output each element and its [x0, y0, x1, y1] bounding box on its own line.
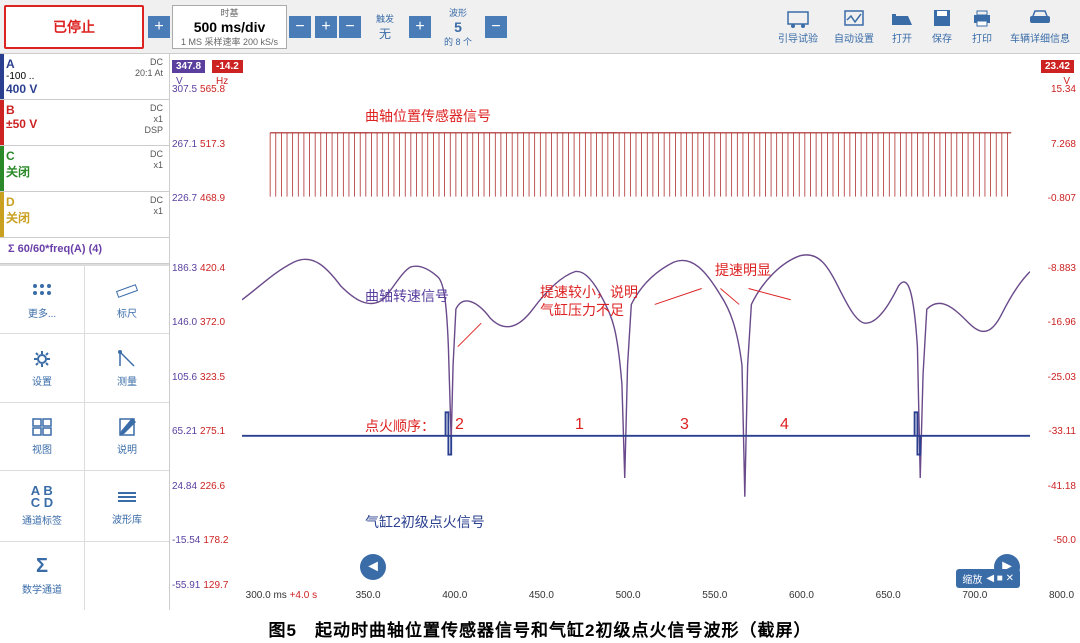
waveform-display[interactable]: 347.8 -14.2 V Hz 23.42 V 307.5565.8267.1… — [170, 54, 1080, 610]
labels-button[interactable]: A BC D通道标签 — [0, 471, 84, 540]
channel-c[interactable]: CDCx1 关闭 — [0, 146, 169, 192]
timebase-display[interactable]: 时基 500 ms/div 1 MS 采样速率 200 kS/s — [172, 5, 287, 49]
nav-prev-button[interactable]: ◄ — [360, 554, 386, 580]
open-button[interactable]: 打开 — [884, 6, 920, 47]
figure-caption: 图5 起动时曲轴位置传感器信号和气缸2初级点火信号波形（截屏） — [0, 610, 1080, 643]
buffer-plus[interactable]: + — [409, 16, 431, 38]
timebase-minus[interactable]: − — [289, 16, 311, 38]
zoom-minus[interactable]: − — [339, 16, 361, 38]
stop-button[interactable]: 已停止 — [4, 5, 144, 49]
marker-voltage[interactable]: 347.8 — [172, 60, 205, 73]
buffer-display[interactable]: 波形 5 的 8 个 — [433, 6, 483, 48]
waveform-svg — [242, 84, 1030, 553]
math-channel[interactable]: Σ 60/60*freq(A) (4) — [0, 238, 169, 264]
timebase-plus[interactable]: + — [148, 16, 170, 38]
vehicle-info-button[interactable]: 车辆详细信息 — [1004, 6, 1076, 47]
auto-setup-button[interactable]: 自动设置 — [828, 6, 880, 47]
math-button[interactable]: Σ数学通道 — [0, 542, 84, 610]
notes-button[interactable]: 说明 — [85, 403, 169, 470]
settings-button[interactable]: 设置 — [0, 334, 84, 401]
ruler-button[interactable]: 标尺 — [85, 266, 169, 333]
channel-b[interactable]: BDCx1DSP ±50 V — [0, 100, 169, 146]
library-button[interactable]: 波形库 — [85, 471, 169, 540]
save-button[interactable]: 保存 — [924, 6, 960, 47]
y-axis-right: 15.347.268-0.807-8.883-16.96-25.03-33.11… — [1036, 84, 1076, 580]
guided-test-button[interactable]: 引导试验 — [772, 6, 824, 47]
trigger-display[interactable]: 触发无 — [365, 12, 405, 42]
channel-a[interactable]: ADC20:1 At -100 ..400 V — [0, 54, 169, 100]
more-button[interactable]: 更多... — [0, 266, 84, 333]
zoom-control[interactable]: 缩放◀ ■ ✕ — [956, 569, 1020, 588]
measure-button[interactable]: 测量 — [85, 334, 169, 401]
views-button[interactable]: 视图 — [0, 403, 84, 470]
marker-frequency[interactable]: -14.2 — [212, 60, 243, 73]
marker-right[interactable]: 23.42 — [1041, 60, 1074, 73]
zoom-plus[interactable]: + — [315, 16, 337, 38]
print-button[interactable]: 打印 — [964, 6, 1000, 47]
channel-d[interactable]: DDCx1 关闭 — [0, 192, 169, 238]
y-axis-left: 307.5565.8267.1517.3226.7468.9186.3420.4… — [172, 84, 242, 580]
buffer-minus[interactable]: − — [485, 16, 507, 38]
x-axis: 300.0 ms +4.0 s350.0400.0450.0500.0550.0… — [242, 590, 1030, 606]
top-toolbar: 已停止 + 时基 500 ms/div 1 MS 采样速率 200 kS/s −… — [0, 0, 1080, 54]
sidebar: ADC20:1 At -100 ..400 V BDCx1DSP ±50 V C… — [0, 54, 170, 610]
